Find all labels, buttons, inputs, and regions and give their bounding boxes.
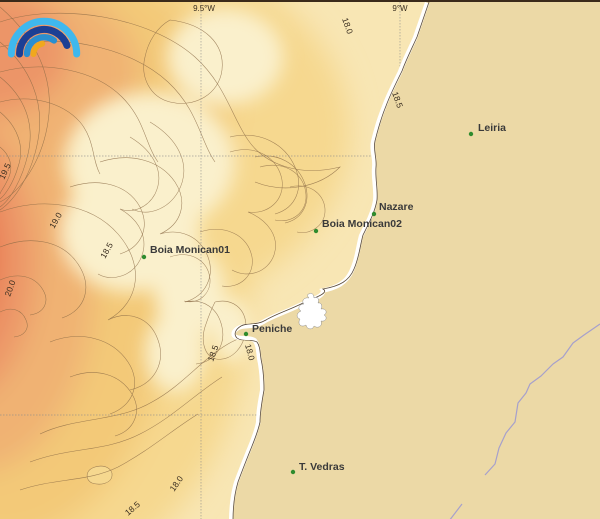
svg-text:Boia Monican01: Boia Monican01: [150, 244, 230, 256]
svg-text:Peniche: Peniche: [252, 323, 292, 335]
svg-text:Boia Monican02: Boia Monican02: [322, 218, 402, 230]
svg-text:T. Vedras: T. Vedras: [299, 461, 345, 473]
svg-text:9.5°W: 9.5°W: [193, 4, 215, 13]
svg-text:9°W: 9°W: [392, 4, 408, 13]
svg-text:Leiria: Leiria: [478, 122, 506, 134]
svg-text:Nazare: Nazare: [379, 201, 414, 213]
